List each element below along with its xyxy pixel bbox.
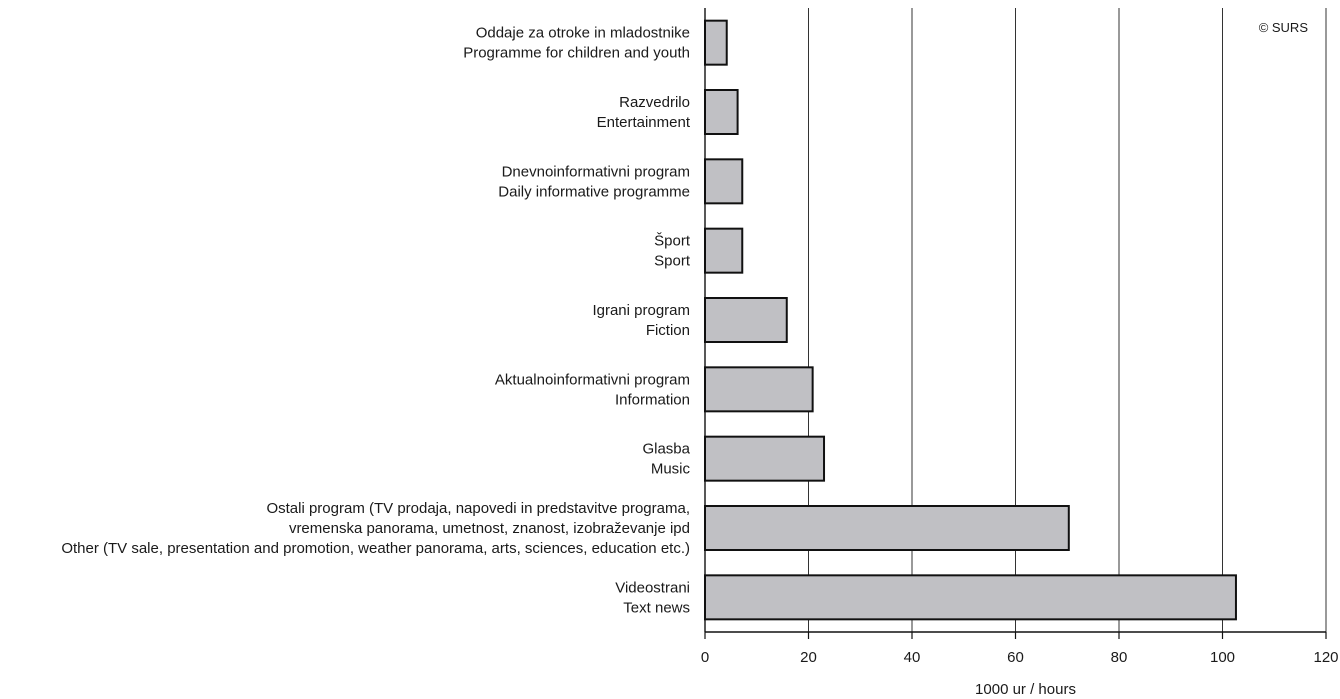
- category-label-2-0: Dnevnoinformativni program: [502, 163, 690, 180]
- category-label-3-0: Šport: [654, 233, 691, 250]
- category-label-4-0: Igrani program: [592, 302, 690, 319]
- x-tick-label-3: 60: [1007, 649, 1024, 666]
- category-label-4-1: Fiction: [646, 322, 690, 339]
- bar-7: [704, 505, 1070, 551]
- x-tick-label-2: 40: [904, 649, 921, 666]
- category-label-7-0: Ostali program (TV prodaja, napovedi in …: [266, 500, 690, 517]
- bar-5: [704, 366, 814, 413]
- bar-3: [704, 227, 744, 274]
- bar-8: [704, 574, 1237, 621]
- bar-2: [704, 158, 744, 205]
- category-label-2-1: Daily informative programme: [498, 183, 690, 200]
- axes: 0 20 40 60 80 100 120: [701, 8, 1339, 666]
- category-label-1-0: Razvedrilo: [619, 94, 690, 111]
- x-tick-label-1: 20: [800, 649, 817, 666]
- x-axis-title: 1000 ur / hours: [975, 681, 1076, 698]
- category-label-6-1: Music: [651, 461, 691, 478]
- bar-4: [704, 297, 788, 343]
- x-tick-label-0: 0: [701, 649, 709, 666]
- category-label-0-1: Programme for children and youth: [463, 45, 690, 62]
- category-label-6-0: Glasba: [642, 441, 690, 458]
- category-label-5-1: Information: [615, 391, 690, 408]
- category-label-7-2: Other (TV sale, presentation and promoti…: [61, 540, 690, 557]
- x-tick-label-5: 100: [1210, 649, 1235, 666]
- copyright-credit: © SURS: [1259, 20, 1309, 35]
- bar-1: [704, 89, 739, 135]
- x-tick-label-6: 120: [1313, 649, 1338, 666]
- bar-0: [704, 19, 728, 66]
- category-label-1-1: Entertainment: [597, 114, 691, 131]
- category-label-3-1: Sport: [654, 253, 691, 270]
- category-labels: Oddaje za otroke in mladostnike Programme…: [61, 25, 690, 617]
- category-label-8-1: Text news: [623, 599, 690, 616]
- category-label-7-1: vremenska panorama, umetnost, znanost, i…: [289, 520, 690, 537]
- category-label-8-0: Videostrani: [615, 579, 690, 596]
- x-tick-label-4: 80: [1111, 649, 1128, 666]
- category-label-5-0: Aktualnoinformativni program: [495, 371, 690, 388]
- bar-6: [704, 435, 826, 482]
- category-label-0-0: Oddaje za otroke in mladostnike: [476, 25, 690, 42]
- bars: [704, 19, 1237, 621]
